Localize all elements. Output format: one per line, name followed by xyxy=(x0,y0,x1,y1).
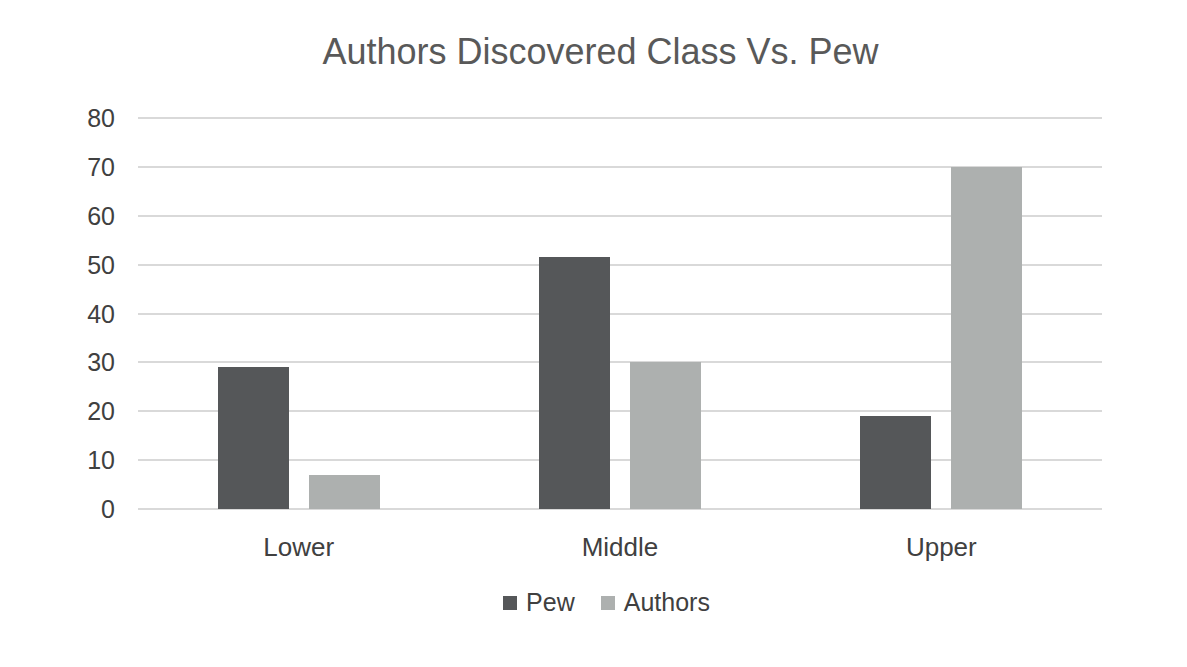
legend: Pew Authors xyxy=(0,588,1187,617)
chart-title: Authors Discovered Class Vs. Pew xyxy=(0,30,1187,74)
y-tick-label-10: 10 xyxy=(87,446,115,474)
legend-swatch-pew xyxy=(503,596,517,610)
bar-authors-middle xyxy=(630,362,701,509)
x-category-label-middle: Middle xyxy=(459,532,780,562)
y-tick-label-20: 20 xyxy=(87,397,115,425)
y-tick-label-40: 40 xyxy=(87,300,115,328)
y-tick-label-70: 70 xyxy=(87,153,115,181)
legend-item-pew: Pew xyxy=(503,588,575,617)
x-category-label-upper: Upper xyxy=(781,532,1102,562)
y-axis-labels: 01020304050607080 xyxy=(0,118,115,509)
legend-label-pew: Pew xyxy=(526,588,575,617)
bar-pew-lower xyxy=(218,367,289,509)
x-category-label-lower: Lower xyxy=(138,532,459,562)
bar-chart: Authors Discovered Class Vs. Pew 0 10 20 30… xyxy=(0,0,1187,667)
y-tick-label-30: 30 xyxy=(87,348,115,376)
plot-area xyxy=(138,118,1102,509)
bar-groups xyxy=(138,118,1102,509)
y-tick-label-80: 80 xyxy=(87,104,115,132)
legend-swatch-authors xyxy=(601,596,615,610)
bar-group-upper xyxy=(781,118,1102,509)
bar-group-middle xyxy=(459,118,780,509)
y-tick-label-0: 0 xyxy=(101,495,115,523)
x-axis-labels: LowerMiddleUpper xyxy=(138,532,1102,562)
bar-authors-upper xyxy=(951,167,1022,509)
legend-label-authors: Authors xyxy=(624,588,710,617)
bar-group-lower xyxy=(138,118,459,509)
legend-item-authors: Authors xyxy=(601,588,710,617)
bar-pew-middle xyxy=(539,257,610,509)
bar-pew-upper xyxy=(860,416,931,509)
bar-authors-lower xyxy=(309,475,380,509)
y-tick-label-50: 50 xyxy=(87,251,115,279)
y-tick-label-60: 60 xyxy=(87,202,115,230)
